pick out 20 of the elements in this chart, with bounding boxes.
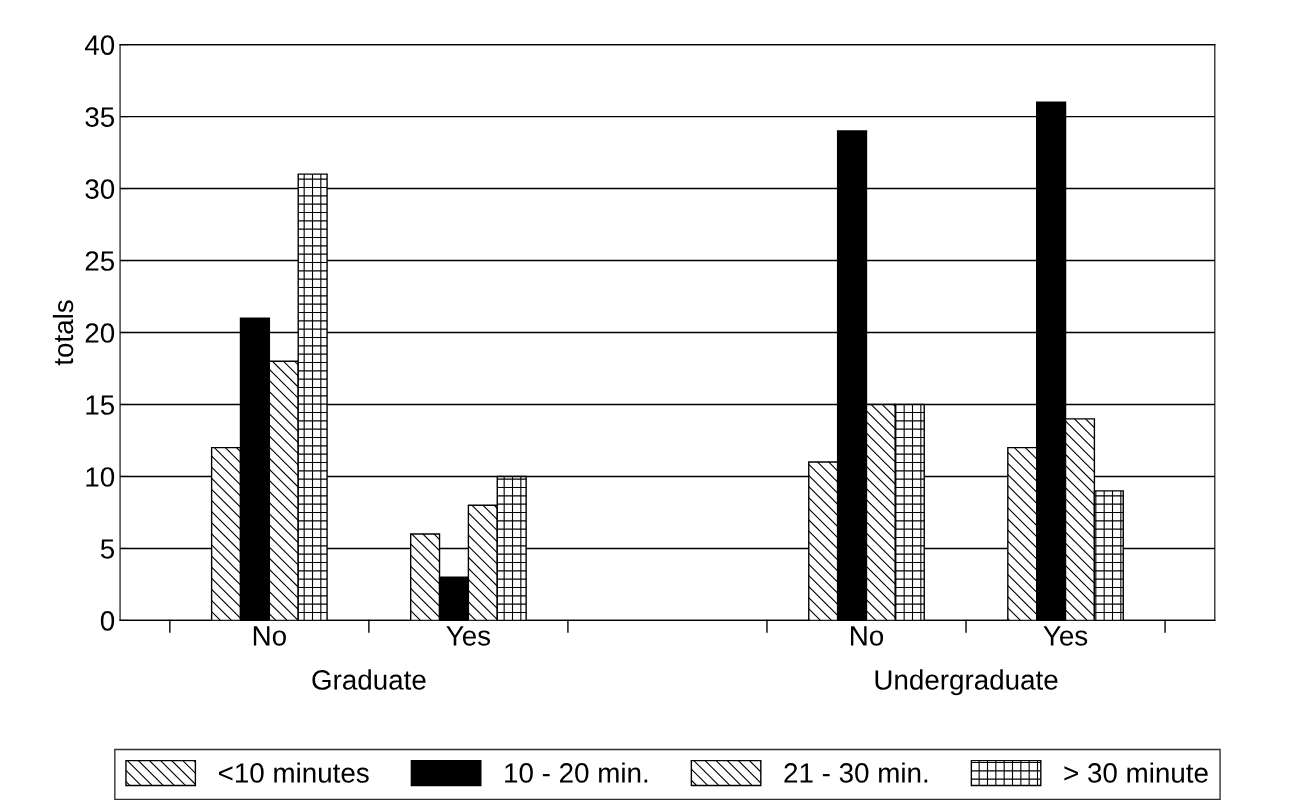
x-tick-label: Yes bbox=[1043, 626, 1088, 646]
legend-label: 10 - 20 min. bbox=[505, 762, 648, 783]
y-tick-label: 0 bbox=[100, 611, 115, 631]
x-tick-label: No bbox=[253, 626, 286, 646]
legend-label: > 30 minute bbox=[1064, 762, 1208, 783]
legend-label: 21 - 30 min. bbox=[784, 762, 928, 783]
y-tick-label: 25 bbox=[85, 251, 115, 271]
x-tick-label: Yes bbox=[446, 626, 491, 646]
text: Undergraduate bbox=[875, 669, 1058, 696]
y-tick-label: 10 bbox=[86, 467, 115, 487]
x-tick-label: No bbox=[851, 626, 884, 646]
y-tick-label: 5 bbox=[100, 539, 115, 559]
y-tick-label: 20 bbox=[85, 323, 115, 343]
y-tick-label: 15 bbox=[86, 395, 115, 415]
y-axis-title: totals bbox=[52, 300, 74, 366]
y-tick-label: 30 bbox=[85, 179, 115, 199]
y-tick-label: 40 bbox=[84, 35, 115, 55]
text: Graduate bbox=[312, 669, 426, 690]
legend-label: <10 minutes bbox=[218, 762, 369, 783]
y-tick-label: 35 bbox=[85, 107, 115, 127]
